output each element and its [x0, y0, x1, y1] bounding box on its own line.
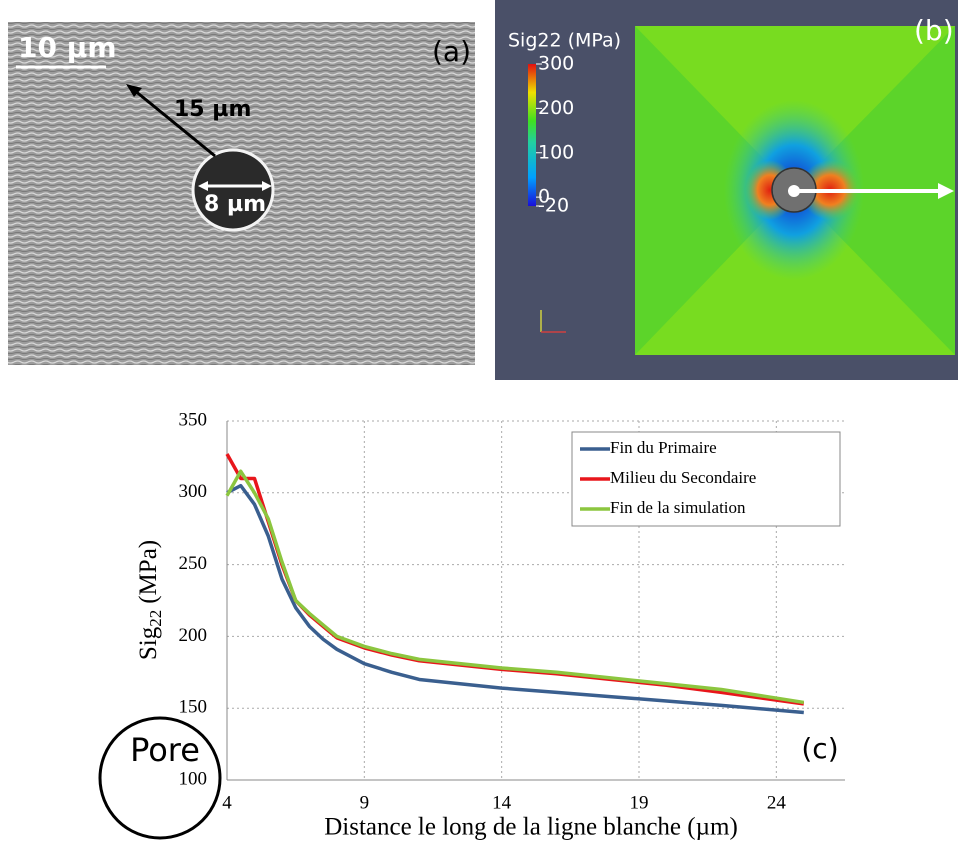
- x-tick-label: 4: [222, 792, 232, 813]
- fe-image: (b) Sig22 (MPa): [495, 0, 958, 380]
- y-tick-label: 250: [179, 553, 208, 574]
- x-tick-label: 9: [360, 792, 370, 813]
- sem-image: 10 µm (a) 15 µm 8 µm: [8, 22, 475, 365]
- legend-label: Fin du Primaire: [610, 438, 717, 457]
- panel-label: (b): [914, 14, 954, 47]
- scale-bar-label: 10 µm: [18, 31, 117, 64]
- y-axis-title: Sig22 (MPa): [135, 540, 165, 660]
- y-tick-label: 350: [179, 409, 208, 430]
- colorbar-tick-label: 100: [538, 141, 574, 163]
- y-axis-title-main: Sig: [135, 626, 162, 660]
- x-tick-label: 24: [767, 792, 787, 813]
- pore-label: Pore: [130, 731, 200, 769]
- colorbar-tick-label: 0: [538, 186, 550, 208]
- y-axis-title-sub: 22: [146, 610, 165, 627]
- y-tick-label: 300: [179, 481, 208, 502]
- colorbar-tick-label: 200: [538, 97, 574, 119]
- series-line: [225, 469, 805, 705]
- colorbar-tick-label: 300: [538, 53, 574, 75]
- colorbar-tick-label: -20: [538, 195, 569, 217]
- panel-label: (a): [432, 35, 471, 68]
- x-tick-label: 19: [630, 792, 649, 813]
- colorbar-title: Sig22 (MPa): [508, 30, 621, 52]
- legend-box: [571, 431, 841, 527]
- y-tick-label: 100: [179, 768, 208, 789]
- y-tick-label: 150: [179, 697, 208, 718]
- line-chart: 100 150 200 250 300 350 4 9 14 19 24 Fin du Primair…: [98, 409, 845, 841]
- panel-label: (c): [801, 732, 838, 765]
- pore-circle: [98, 716, 222, 840]
- legend: Fin du Primaire Milieu du Secondaire Fin d…: [571, 431, 841, 527]
- x-tick-label: 14: [492, 792, 512, 813]
- x-axis-title: Distance le long de la ligne blanche (µm…: [324, 814, 738, 841]
- y-axis-title-unit: (MPa): [135, 540, 162, 604]
- pore-size-label: 8 µm: [204, 192, 266, 217]
- legend-label: Fin de la simulation: [610, 498, 746, 517]
- y-tick-label: 200: [179, 625, 208, 646]
- legend-label: Milieu du Secondaire: [610, 468, 756, 487]
- series-line: [226, 483, 804, 715]
- arrow-label: 15 µm: [174, 97, 251, 122]
